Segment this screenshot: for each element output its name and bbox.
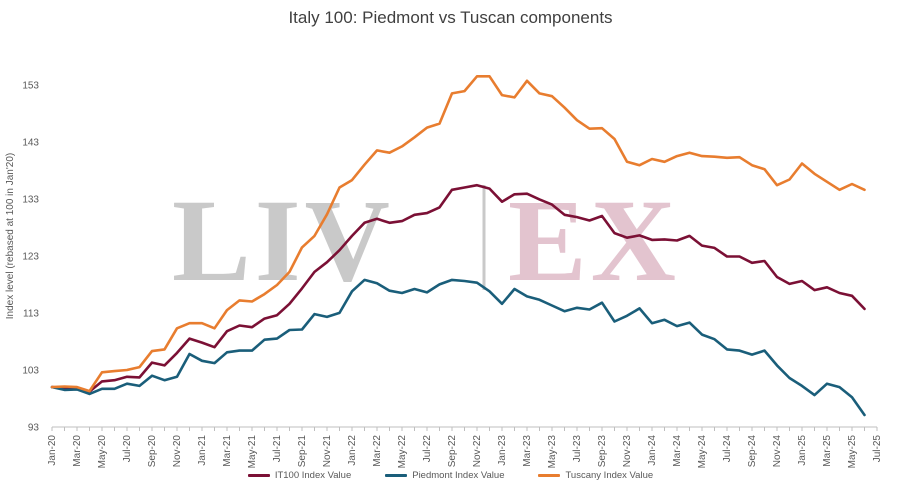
x-tick-label: Nov-24 xyxy=(772,435,783,468)
x-tick-label: Nov-22 xyxy=(472,435,483,468)
y-tick-label: 123 xyxy=(22,251,39,262)
watermark-ex: EX xyxy=(508,182,680,300)
legend-swatch-tuscany xyxy=(538,474,561,477)
x-tick-label: May-22 xyxy=(397,435,408,469)
x-tick-label: Jul-25 xyxy=(872,435,883,463)
y-tick-label: 103 xyxy=(22,365,39,376)
x-tick-label: Jan-21 xyxy=(197,435,208,466)
x-tick-label: Sep-24 xyxy=(747,435,758,468)
x-tick-label: Mar-24 xyxy=(672,435,683,467)
x-tick-label: Jan-24 xyxy=(647,435,658,466)
series-line-it100 xyxy=(50,183,866,393)
x-tick-label: Jul-23 xyxy=(572,435,583,463)
x-tick-label: Jan-20 xyxy=(47,435,58,466)
legend-label-tuscany: Tuscany Index Value xyxy=(565,470,654,481)
legend-item-tuscany: Tuscany Index Value xyxy=(538,470,653,481)
chart-title: Italy 100: Piedmont vs Tuscan components xyxy=(288,8,613,27)
x-tick-label: Nov-21 xyxy=(322,435,333,468)
legend-label-piedmont: Piedmont Index Value xyxy=(412,470,505,481)
watermark-right-text: EX xyxy=(508,175,680,306)
x-tick-label: Mar-20 xyxy=(72,435,83,467)
x-tick-label: May-23 xyxy=(547,435,558,469)
x-tick-label: May-25 xyxy=(847,435,858,469)
x-axis: Jan-20 Mar-20 May-20 Jul-20 Sep-20 Nov-20 Jan-… xyxy=(47,426,883,469)
x-tick-label: Sep-22 xyxy=(447,435,458,468)
x-tick-label: Nov-23 xyxy=(622,435,633,468)
x-tick-label: Mar-22 xyxy=(372,435,383,467)
x-tick-label: Jan-25 xyxy=(797,435,808,466)
series-line-tuscany xyxy=(50,75,866,393)
y-axis: 93 103 113 123 133 143 153 xyxy=(22,80,39,433)
y-axis-title: Index level (rebased at 100 in Jan'20) xyxy=(5,153,16,319)
y-tick-label: 143 xyxy=(22,137,39,148)
y-tick-label: 133 xyxy=(22,194,39,205)
x-tick-label: Jul-22 xyxy=(422,435,433,463)
x-tick-label: May-24 xyxy=(697,435,708,469)
x-tick-label: Jan-23 xyxy=(497,435,508,466)
y-tick-label: 93 xyxy=(28,423,40,434)
x-tick-label: Jul-24 xyxy=(722,435,733,463)
x-tick-label: Sep-20 xyxy=(147,435,158,468)
y-tick-label: 153 xyxy=(22,80,39,91)
legend-swatch-piedmont xyxy=(385,474,408,477)
legend-item-it100: IT100 Index Value xyxy=(247,470,352,481)
x-tick-label: Sep-23 xyxy=(597,435,608,468)
x-tick-label: May-21 xyxy=(247,435,258,469)
series-lines xyxy=(50,75,866,417)
x-tick-label: Sep-21 xyxy=(297,435,308,468)
x-tick-label: Mar-23 xyxy=(522,435,533,467)
x-tick-label: Mar-25 xyxy=(822,435,833,467)
legend-swatch-it100 xyxy=(247,474,270,477)
x-tick-label: May-20 xyxy=(97,435,108,469)
x-tick-label: Mar-21 xyxy=(222,435,233,467)
series-line-piedmont xyxy=(50,278,866,417)
x-tick-label: Jul-20 xyxy=(122,435,133,463)
legend: IT100 Index Value Piedmont Index Value T… xyxy=(0,470,901,481)
x-tick-label: Nov-20 xyxy=(172,435,183,468)
legend-label-it100: IT100 Index Value xyxy=(274,470,352,481)
legend-item-piedmont: Piedmont Index Value xyxy=(385,470,504,481)
y-tick-label: 113 xyxy=(23,308,39,319)
x-tick-label: Jul-21 xyxy=(272,435,283,463)
x-tick-label: Jan-22 xyxy=(347,435,358,466)
